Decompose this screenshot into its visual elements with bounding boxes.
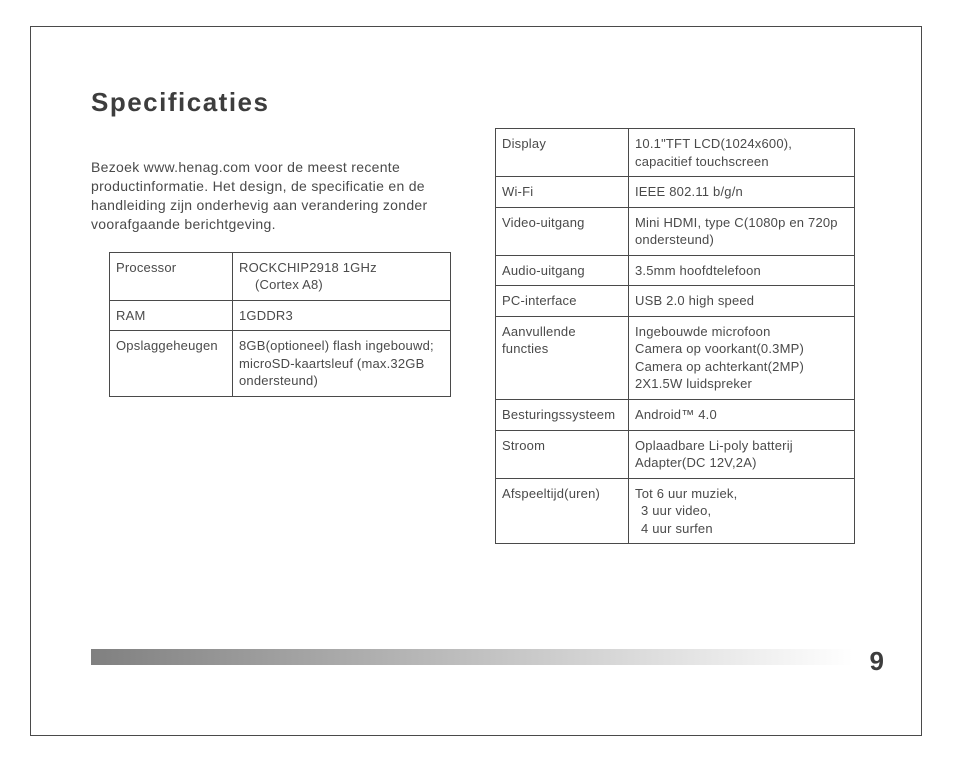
table-row: StroomOplaadbare Li-poly batterijAdapter… — [496, 430, 855, 478]
spec-value: 3.5mm hoofdtelefoon — [629, 255, 855, 286]
spec-label: Display — [496, 129, 629, 177]
left-column: Bezoek www.henag.com voor de meest recen… — [91, 158, 451, 397]
spec-label: Wi-Fi — [496, 177, 629, 208]
spec-label: Aanvullende functies — [496, 316, 629, 399]
spec-label: Video-uitgang — [496, 207, 629, 255]
table-row: Afspeeltijd(uren)Tot 6 uur muziek, 3 uur… — [496, 478, 855, 544]
intro-paragraph: Bezoek www.henag.com voor de meest recen… — [91, 158, 451, 234]
spec-label: Afspeeltijd(uren) — [496, 478, 629, 544]
page-number: 9 — [870, 646, 885, 677]
right-spec-table: Display10.1"TFT LCD(1024x600), capacitie… — [495, 128, 855, 544]
spec-label: Opslaggeheugen — [110, 331, 233, 397]
spec-value: USB 2.0 high speed — [629, 286, 855, 317]
content-area: Specificaties Bezoek www.henag.com voor … — [91, 87, 881, 544]
columns: Bezoek www.henag.com voor de meest recen… — [91, 158, 881, 544]
spec-label: Stroom — [496, 430, 629, 478]
page-title: Specificaties — [91, 87, 881, 118]
table-row: PC-interfaceUSB 2.0 high speed — [496, 286, 855, 317]
spec-label: PC-interface — [496, 286, 629, 317]
spec-value: IEEE 802.11 b/g/n — [629, 177, 855, 208]
spec-value: Tot 6 uur muziek, 3 uur video, 4 uur sur… — [629, 478, 855, 544]
spec-value: Mini HDMI, type C(1080p en 720p onderste… — [629, 207, 855, 255]
table-row: ProcessorROCKCHIP2918 1GHz(Cortex A8) — [110, 252, 451, 300]
footer-gradient-bar — [91, 649, 853, 665]
table-row: Opslaggeheugen8GB(optioneel) flash ingeb… — [110, 331, 451, 397]
spec-value: 1GDDR3 — [233, 300, 451, 331]
spec-value: Oplaadbare Li-poly batterijAdapter(DC 12… — [629, 430, 855, 478]
spec-value: Android™ 4.0 — [629, 400, 855, 431]
page-frame: Specificaties Bezoek www.henag.com voor … — [30, 26, 922, 736]
spec-value: ROCKCHIP2918 1GHz(Cortex A8) — [233, 252, 451, 300]
spec-value: 10.1"TFT LCD(1024x600), capacitief touch… — [629, 129, 855, 177]
table-row: Audio-uitgang3.5mm hoofdtelefoon — [496, 255, 855, 286]
right-column: Display10.1"TFT LCD(1024x600), capacitie… — [495, 128, 855, 544]
table-row: Aanvullende functiesIngebouwde microfoon… — [496, 316, 855, 399]
table-row: Display10.1"TFT LCD(1024x600), capacitie… — [496, 129, 855, 177]
left-spec-table: ProcessorROCKCHIP2918 1GHz(Cortex A8)RAM… — [109, 252, 451, 397]
spec-value: 8GB(optioneel) flash ingebouwd;microSD-k… — [233, 331, 451, 397]
spec-label: Processor — [110, 252, 233, 300]
table-row: RAM1GDDR3 — [110, 300, 451, 331]
spec-label: RAM — [110, 300, 233, 331]
table-row: Video-uitgangMini HDMI, type C(1080p en … — [496, 207, 855, 255]
table-row: BesturingssysteemAndroid™ 4.0 — [496, 400, 855, 431]
spec-label: Besturingssysteem — [496, 400, 629, 431]
table-row: Wi-FiIEEE 802.11 b/g/n — [496, 177, 855, 208]
spec-label: Audio-uitgang — [496, 255, 629, 286]
spec-value: Ingebouwde microfoonCamera op voorkant(0… — [629, 316, 855, 399]
